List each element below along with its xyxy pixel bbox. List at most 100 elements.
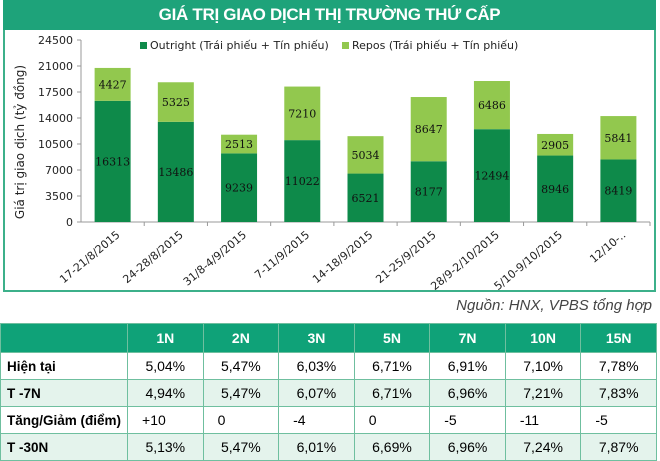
- table-cell: 6,03%: [278, 352, 355, 380]
- x-tick-label: 24-28/8/2015: [120, 228, 185, 286]
- data-label: 8419: [604, 185, 632, 198]
- bar-outright: [410, 161, 447, 222]
- y-tick-label: 17500: [38, 86, 73, 99]
- table-row: Tăng/Giảm (điểm) +10 0 -4 0 -5 -11 -5: [0, 406, 657, 434]
- data-label: 8177: [415, 186, 443, 199]
- bar-repos: [284, 86, 321, 141]
- y-tick-label: 10500: [38, 138, 73, 151]
- table-header-row: 1N 2N 3N 5N 7N 10N 15N: [0, 323, 657, 353]
- bar-outright: [537, 155, 574, 222]
- table-cell: 7,78%: [580, 352, 657, 380]
- data-label: 5034: [352, 149, 380, 162]
- bar-repos: [94, 67, 131, 101]
- table-row: T -7N 4,94% 5,47% 6,07% 6,71% 6,96% 7,21% 7,83%: [0, 379, 657, 407]
- row-label: Hiện tại: [0, 352, 129, 380]
- table-cell: 7,10%: [504, 352, 582, 380]
- column-header: 15N: [580, 323, 657, 353]
- table-cell: 6,96%: [429, 379, 506, 407]
- y-tick-label: 21000: [38, 60, 73, 73]
- bar-outright: [221, 153, 258, 222]
- x-tick-label: 12/10-..: [587, 228, 628, 265]
- row-label: Tăng/Giảm (điểm): [0, 406, 129, 434]
- data-label: 11022: [285, 175, 320, 188]
- row-label: T -30N: [0, 433, 129, 461]
- column-header: 7N: [429, 323, 506, 353]
- chart-frame: [3, 30, 656, 292]
- column-header: 10N: [504, 323, 582, 353]
- data-label: 6521: [352, 192, 380, 205]
- legend-swatch: [342, 42, 349, 49]
- data-label: 7210: [288, 107, 316, 120]
- bar-outright: [284, 140, 321, 222]
- data-label: 8946: [541, 183, 569, 196]
- table-cell: 7,21%: [504, 379, 582, 407]
- legend-item: Outright (Trái phiếu + Tín phiếu): [150, 39, 329, 52]
- table-cell: 6,69%: [353, 433, 431, 461]
- table-cell: -5: [580, 406, 657, 434]
- data-label: 2513: [225, 138, 253, 151]
- column-header: [0, 323, 129, 353]
- bar-outright: [347, 173, 384, 222]
- column-header: 2N: [202, 323, 280, 353]
- table-cell: 6,07%: [278, 379, 355, 407]
- table-cell: 7,87%: [580, 433, 657, 461]
- data-label: 8647: [415, 123, 443, 136]
- table-cell: -5: [429, 406, 506, 434]
- table-cell: 6,71%: [353, 379, 431, 407]
- x-tick-label: 5/10-9/10/2015: [492, 228, 566, 292]
- bar-outright: [94, 100, 131, 222]
- data-label: 5325: [162, 96, 190, 109]
- x-tick-label: 14-18/9/2015: [310, 228, 375, 286]
- legend-swatch: [140, 42, 147, 49]
- stacked-bar-chart: 0 3500 7000 10500 14000 17500 21000 24500 Giá tr…: [13, 34, 651, 292]
- data-label: 16313: [95, 155, 130, 168]
- table-cell: 5,47%: [202, 379, 280, 407]
- table-cell: 5,47%: [202, 433, 280, 461]
- x-tick-label: 17-21/8/2015: [57, 228, 122, 286]
- x-tick-label: 31/8-4/9/2015: [181, 228, 249, 288]
- row-label: T -7N: [0, 379, 129, 407]
- bar-repos: [410, 97, 447, 162]
- y-tick-label: 7000: [45, 164, 73, 177]
- yield-table: 1N 2N 3N 5N 7N 10N 15N Hiện tại 5,04% 5,47% 6,03%…: [0, 323, 657, 461]
- data-label: 4427: [99, 78, 127, 91]
- table-cell: +10: [127, 406, 204, 434]
- y-tick-label: 14000: [38, 112, 73, 125]
- y-tick-label: 24500: [38, 34, 73, 47]
- table-cell: 4,94%: [127, 379, 204, 407]
- y-tick-label: 0: [66, 216, 73, 229]
- bar-outright: [600, 159, 637, 222]
- bar-outright: [157, 121, 194, 222]
- column-header: 5N: [353, 323, 431, 353]
- table-cell: 0: [202, 406, 280, 434]
- y-axis-label: Giá trị giao dịch (tỷ đồng): [13, 65, 27, 219]
- data-label: 9239: [225, 182, 253, 195]
- chart-title: GIÁ TRỊ GIAO DỊCH THỊ TRƯỜNG THỨ CẤP: [3, 0, 656, 30]
- table-cell: 6,01%: [278, 433, 355, 461]
- table-cell: 0: [353, 406, 431, 434]
- table-cell: 5,47%: [202, 352, 280, 380]
- table-cell: 6,91%: [429, 352, 506, 380]
- table-cell: 7,24%: [504, 433, 582, 461]
- source-note: Nguồn: HNX, VPBS tổng hợp: [456, 297, 652, 314]
- data-label: 13486: [158, 166, 193, 179]
- column-header: 3N: [278, 323, 355, 353]
- table-row: T -30N 5,13% 5,47% 6,01% 6,69% 6,96% 7,24% 7,87…: [0, 433, 657, 461]
- bar-outright: [473, 129, 510, 222]
- bar-repos: [347, 136, 384, 174]
- table-cell: 5,13%: [127, 433, 204, 461]
- table-cell: 6,71%: [353, 352, 431, 380]
- table-cell: 7,83%: [580, 379, 657, 407]
- column-header: 1N: [127, 323, 204, 353]
- table-cell: -11: [504, 406, 582, 434]
- legend-item: Repos (Trái phiếu + Tín phiếu): [352, 39, 518, 52]
- bar-repos: [600, 116, 637, 160]
- data-label: 12494: [474, 170, 509, 183]
- y-tick-label: 3500: [45, 190, 73, 203]
- bar-repos: [221, 134, 258, 154]
- x-tick-label: 21-25/9/2015: [373, 228, 438, 286]
- bar-repos: [473, 81, 510, 130]
- table-row: Hiện tại 5,04% 5,47% 6,03% 6,71% 6,91% 7,10% 7,…: [0, 352, 657, 380]
- bar-repos: [537, 133, 574, 156]
- data-label: 6486: [478, 99, 506, 112]
